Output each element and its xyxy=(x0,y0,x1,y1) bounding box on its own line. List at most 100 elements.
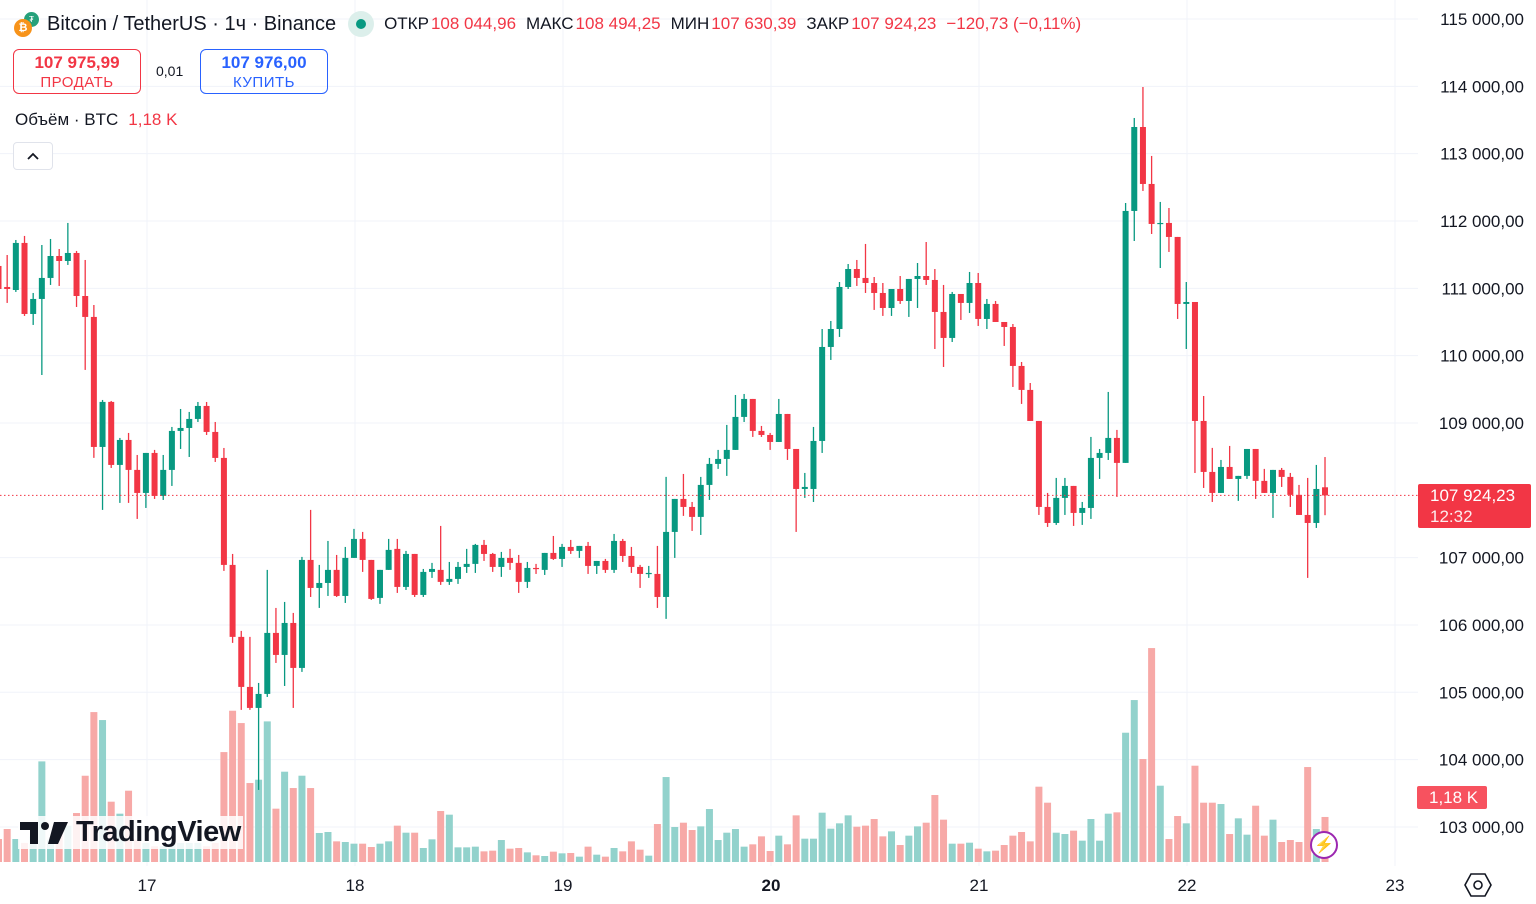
candle-body xyxy=(749,398,756,431)
candle-body xyxy=(12,242,19,291)
volume-bar xyxy=(393,825,401,862)
volume-bar xyxy=(1087,819,1095,862)
volume-bar xyxy=(1061,834,1069,862)
volume-bar xyxy=(558,853,566,862)
candle-body xyxy=(385,549,392,570)
volume-bar xyxy=(862,825,869,862)
sell-button[interactable]: 107 975,99 ПРОДАТЬ xyxy=(13,49,141,94)
candle-body xyxy=(125,439,132,470)
volume-bar xyxy=(133,839,141,862)
volume-bar xyxy=(792,815,800,862)
price-tick-label: 112 000,00 xyxy=(1440,212,1524,231)
tradingview-wordmark: TradingView xyxy=(76,816,241,848)
candle-body xyxy=(1053,497,1060,523)
candle-body xyxy=(879,292,886,308)
volume-bar xyxy=(1070,830,1078,862)
volume-bar xyxy=(1269,819,1277,862)
candle-body xyxy=(142,452,149,493)
symbol-header: ₮ ₿ Bitcoin / TetherUS · 1ч · Binance ОТК… xyxy=(14,11,1081,37)
volume-bar xyxy=(203,846,211,862)
candle-body xyxy=(585,545,592,566)
volume-bar xyxy=(1234,818,1242,862)
candle-body xyxy=(897,288,904,301)
candle-body xyxy=(1061,485,1068,498)
volume-bar xyxy=(879,836,887,862)
candle-body xyxy=(767,434,774,442)
volume-bar xyxy=(567,852,575,862)
candle-body xyxy=(845,268,852,287)
candle-body xyxy=(21,242,28,314)
candle-body xyxy=(533,567,540,570)
volume-bar xyxy=(974,848,982,862)
buy-button[interactable]: 107 976,00 КУПИТЬ xyxy=(200,49,328,94)
volume-bar xyxy=(757,836,765,862)
candle-body xyxy=(220,457,227,565)
time-tick-label: 18 xyxy=(346,876,365,895)
volume-bar xyxy=(237,723,245,862)
volume-bar xyxy=(480,851,488,862)
time-axis[interactable]: 17 18 19 20 21 22 23 xyxy=(138,876,1405,895)
volume-bar xyxy=(619,851,627,862)
volume-bar xyxy=(168,842,176,862)
high-label: МАКС xyxy=(526,14,574,33)
last-price-tag: 107 924,23 12:32 xyxy=(1418,484,1531,528)
volume-legend[interactable]: Объём · BTC 1,18 K xyxy=(15,110,177,130)
volume-bar xyxy=(411,832,419,862)
volume-bar xyxy=(888,831,896,862)
candle-body xyxy=(99,401,106,447)
candle-body xyxy=(307,559,314,588)
candle-body xyxy=(498,557,505,567)
time-tick-label: 17 xyxy=(138,876,157,895)
candle-body xyxy=(541,552,548,570)
candle-body xyxy=(394,548,401,587)
price-axis[interactable]: 115 000,00 114 000,00 113 000,00 112 000,00… xyxy=(1439,10,1524,837)
candle-body xyxy=(723,449,730,459)
close-value: 107 924,23 xyxy=(851,14,937,33)
volume-bar xyxy=(766,851,774,862)
candle-body xyxy=(975,283,982,319)
lightning-icon[interactable]: ⚡ xyxy=(1310,831,1338,859)
volume-bar xyxy=(809,838,817,862)
candle-body xyxy=(1044,506,1051,523)
volume-bar xyxy=(385,841,393,862)
candle-body xyxy=(82,295,89,317)
volume-bar xyxy=(289,788,297,862)
candle-body xyxy=(992,303,999,322)
candle-body xyxy=(481,544,488,554)
volume-bar xyxy=(454,847,462,862)
last-price-value: 107 924,23 xyxy=(1430,486,1516,505)
volume-bar xyxy=(1156,785,1164,862)
volume-bar xyxy=(350,843,358,862)
low-value: 107 630,39 xyxy=(711,14,797,33)
low-label: МИН xyxy=(670,14,710,33)
volume-bar xyxy=(645,855,653,862)
candle-body xyxy=(73,252,80,296)
candle-body xyxy=(671,498,678,532)
price-tick-label: 110 000,00 xyxy=(1440,347,1524,366)
candle-body xyxy=(160,469,167,496)
candle-body xyxy=(758,430,765,435)
price-tick-label: 115 000,00 xyxy=(1440,10,1524,29)
volume-bar xyxy=(99,720,107,862)
volume-bar xyxy=(610,847,618,862)
volume-bar xyxy=(1078,840,1086,862)
candle-body xyxy=(784,413,791,449)
settings-hexagon-icon[interactable] xyxy=(1464,872,1492,898)
volume-bar xyxy=(1122,732,1130,862)
symbol-title[interactable]: Bitcoin / TetherUS · 1ч · Binance xyxy=(47,12,337,35)
candle-body xyxy=(229,564,236,637)
volume-bar xyxy=(1278,842,1286,862)
market-open-dot-icon[interactable] xyxy=(348,11,375,37)
volume-bar xyxy=(593,854,601,862)
candle-body xyxy=(1296,494,1302,515)
volume-bar xyxy=(1096,840,1104,862)
collapse-legend-button[interactable] xyxy=(13,142,53,170)
candle-body xyxy=(298,559,305,668)
tradingview-logo[interactable]: TradingView xyxy=(18,816,243,849)
candle-body xyxy=(64,252,71,261)
candle-body xyxy=(212,431,219,458)
candle-body xyxy=(108,401,115,465)
volume-bar xyxy=(723,832,731,862)
candle-body xyxy=(1174,236,1181,304)
